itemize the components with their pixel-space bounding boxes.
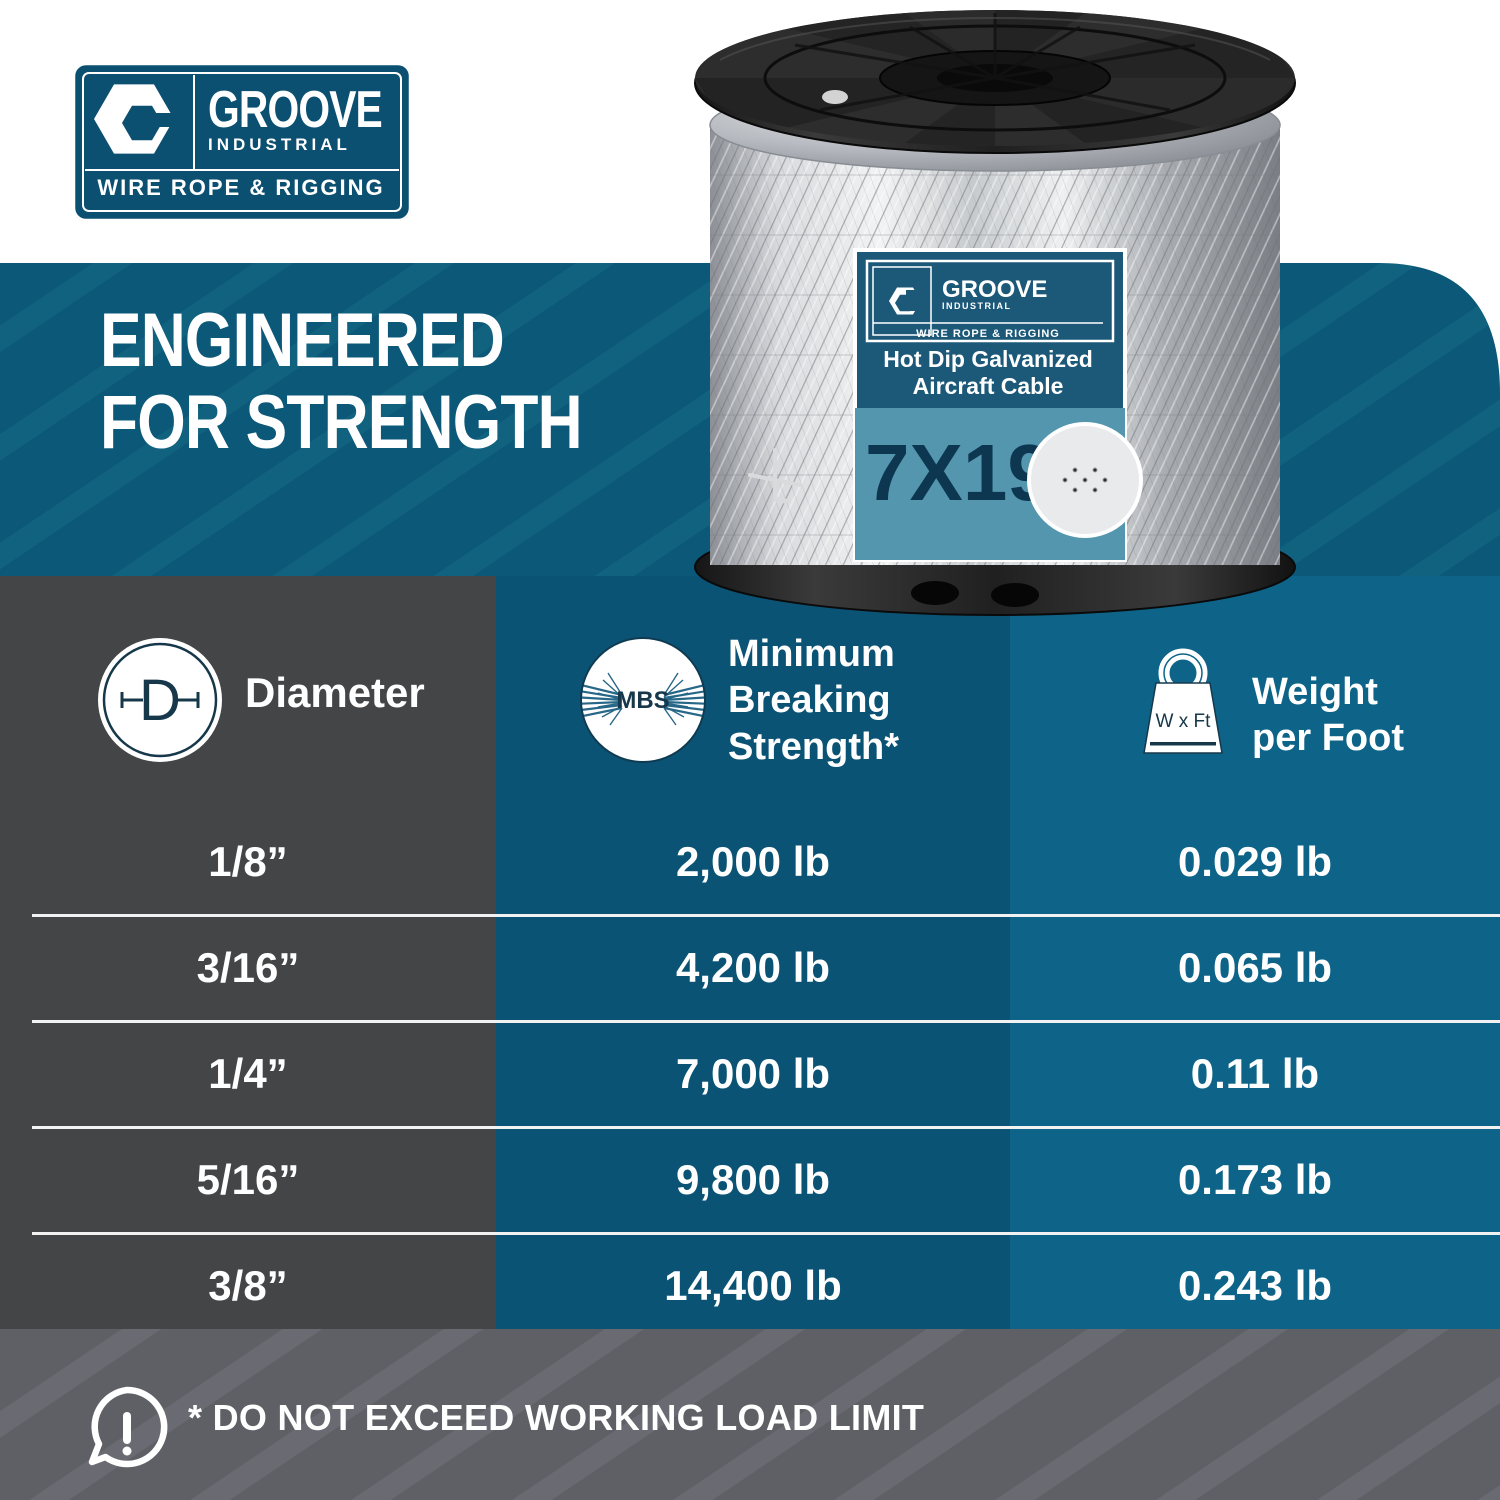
svg-text:WIRE ROPE & RIGGING: WIRE ROPE & RIGGING <box>97 175 384 200</box>
svg-text:WIRE ROPE & RIGGING: WIRE ROPE & RIGGING <box>916 328 1060 340</box>
svg-text:MBS: MBS <box>616 687 669 714</box>
svg-text:D: D <box>139 668 181 733</box>
svg-text:W x Ft: W x Ft <box>1156 711 1212 732</box>
svg-text:INDUSTRIAL: INDUSTRIAL <box>942 301 1012 311</box>
svg-text:Aircraft Cable: Aircraft Cable <box>913 373 1064 399</box>
svg-text:INDUSTRIAL: INDUSTRIAL <box>208 135 351 154</box>
svg-text:GROOVE: GROOVE <box>942 276 1047 303</box>
svg-text:7X19: 7X19 <box>865 428 1052 517</box>
svg-text:Hot Dip Galvanized: Hot Dip Galvanized <box>883 346 1093 372</box>
svg-text:GROOVE: GROOVE <box>208 80 382 138</box>
